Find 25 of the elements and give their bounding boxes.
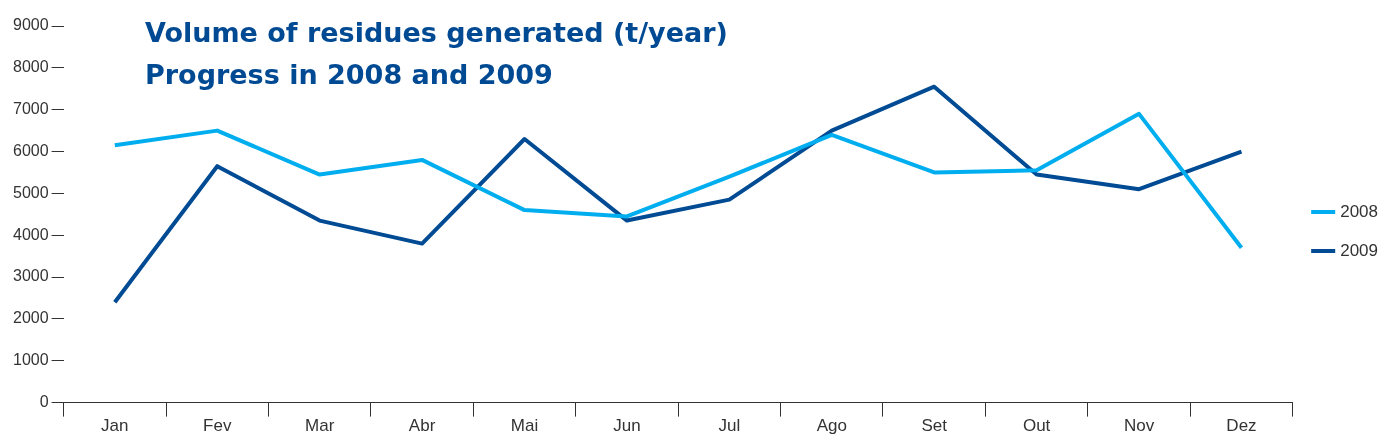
legend-label: 2008: [1340, 201, 1379, 221]
x-tick-label: Fev: [203, 416, 232, 436]
y-tick-label: 4000: [13, 225, 49, 243]
x-tick-label: Abr: [408, 416, 436, 436]
x-tick-label: Jan: [101, 416, 129, 436]
y-tick-label: 6000: [13, 141, 49, 159]
x-tick-label: Ago: [816, 416, 847, 436]
y-tick-label: 1000: [13, 351, 49, 369]
y-tick-label: 0: [39, 393, 49, 411]
x-tick-label: Mar: [305, 416, 335, 436]
y-tick-label: 3000: [13, 267, 49, 285]
y-tick-label: 2000: [13, 309, 49, 327]
text: Volume of residues generated (t/year) Progress in 2008 and 2009: [145, 16, 728, 92]
legend-label: 2009: [1340, 240, 1379, 260]
x-tick-label: Out: [1022, 416, 1051, 436]
x-tick-label: Dez: [1226, 416, 1257, 436]
x-tick-label: Nov: [1123, 416, 1155, 436]
y-tick-label: 9000: [13, 16, 49, 34]
y-tick-label: 7000: [13, 100, 49, 118]
y-tick-label: 8000: [13, 58, 49, 76]
x-tick-label: Jul: [718, 416, 741, 436]
y-tick-label: 5000: [13, 183, 49, 201]
x-tick-label: Jun: [613, 416, 641, 436]
x-tick-label: Mai: [510, 416, 539, 436]
x-tick-label: Set: [921, 416, 948, 436]
